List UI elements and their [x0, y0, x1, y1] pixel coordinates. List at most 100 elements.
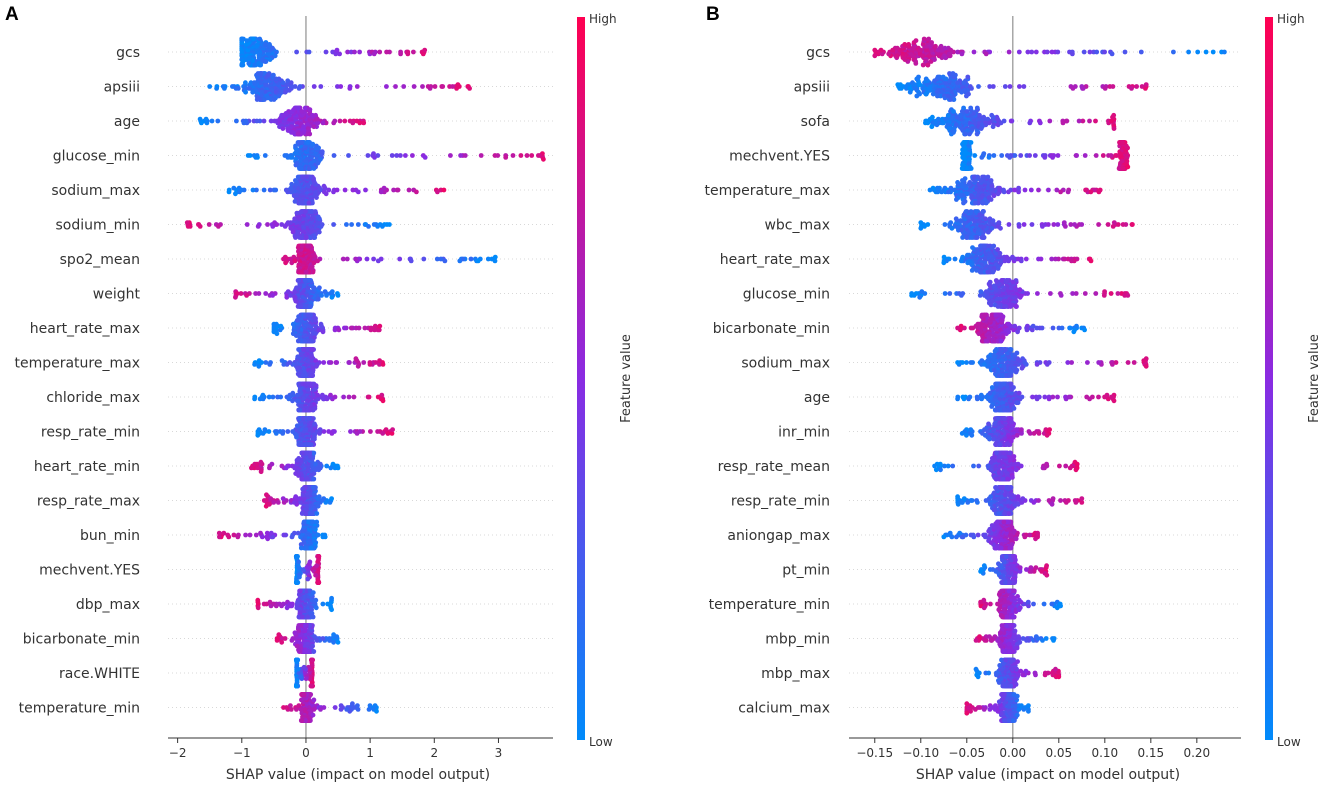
- feature-label: spo2_mean: [60, 252, 140, 268]
- shap-dot: [425, 84, 431, 89]
- shap-dot: [318, 321, 324, 327]
- shap-dot: [335, 293, 341, 298]
- shap-dot: [302, 623, 308, 628]
- panel-a-gridlines: [168, 51, 553, 708]
- shap-dot: [329, 607, 334, 613]
- shap-dot: [990, 124, 996, 130]
- shap-dot: [394, 153, 400, 158]
- shap-dot: [1108, 153, 1114, 158]
- shap-dot: [376, 327, 382, 333]
- shap-dot: [308, 407, 313, 413]
- shap-dot: [933, 43, 938, 49]
- shap-dot: [454, 86, 459, 91]
- shap-dot: [964, 93, 969, 99]
- shap-dot: [1171, 49, 1176, 55]
- shap-dot: [384, 49, 389, 55]
- shap-dot: [334, 47, 340, 53]
- shap-dot: [271, 500, 277, 505]
- shap-dot: [315, 120, 321, 126]
- shap-dot: [363, 187, 368, 193]
- shap-dot: [293, 162, 299, 168]
- shap-dot: [245, 153, 251, 158]
- panel-a: A gcsapsiiiageglucose_minsodium_maxsodiu…: [5, 4, 634, 783]
- shap-dot: [329, 595, 334, 601]
- shap-dot: [351, 705, 357, 710]
- shap-dot: [296, 703, 302, 708]
- shap-dot: [305, 312, 311, 318]
- shap-dot: [280, 126, 286, 131]
- shap-dot: [987, 84, 993, 89]
- feature-label: resp_rate_max: [37, 494, 140, 510]
- shap-dot: [1082, 153, 1088, 158]
- shap-dot: [923, 91, 929, 97]
- shap-dot: [1028, 187, 1034, 193]
- shap-dot: [1055, 153, 1061, 158]
- shap-dot: [529, 153, 535, 158]
- shap-dot: [285, 78, 291, 84]
- shap-dot: [375, 429, 380, 434]
- shap-dot: [214, 86, 220, 91]
- feature-label: glucose_min: [53, 149, 140, 165]
- shap-dot: [216, 530, 222, 536]
- shap-dot: [327, 638, 332, 643]
- shap-dot: [976, 84, 981, 89]
- shap-dot: [872, 47, 878, 53]
- shap-dot: [916, 74, 921, 80]
- shap-dot: [1102, 86, 1108, 91]
- shap-dot: [910, 45, 916, 51]
- shap-dot: [1072, 84, 1078, 89]
- shap-dot: [254, 187, 259, 193]
- shap-dot: [255, 224, 261, 229]
- shap-dot: [336, 327, 342, 333]
- shap-dot: [956, 87, 961, 93]
- shap-dot: [262, 153, 268, 158]
- shap-dot: [510, 153, 516, 158]
- shap-dot: [312, 634, 317, 639]
- shap-dot: [256, 427, 262, 432]
- panel-b-gridlines: [849, 51, 1241, 708]
- shap-dot: [305, 140, 311, 145]
- shap-dot: [298, 674, 303, 680]
- shap-dot: [217, 534, 222, 540]
- panel-a-x-ticks: −2 −1 0 1 2 3: [169, 738, 502, 760]
- shap-dot: [930, 91, 936, 97]
- shap-dot: [267, 501, 272, 507]
- shap-dot: [374, 708, 379, 714]
- shap-dot: [947, 53, 953, 59]
- shap-dot: [331, 153, 337, 158]
- shap-dot: [260, 431, 266, 436]
- shap-dot: [955, 80, 960, 86]
- shap-dot: [314, 363, 319, 369]
- shap-dot: [372, 155, 377, 160]
- shap-dot: [366, 394, 372, 400]
- shap-dot: [272, 118, 278, 124]
- shap-dot: [948, 47, 954, 53]
- shap-dot: [372, 327, 377, 333]
- shap-dot: [328, 465, 334, 471]
- shap-dot: [258, 62, 264, 68]
- shap-dot: [878, 47, 884, 53]
- shap-dot: [254, 461, 260, 467]
- shap-dot: [298, 269, 304, 275]
- shap-dot: [239, 36, 245, 42]
- feature-label: gcs: [116, 45, 140, 61]
- shap-dot: [391, 187, 396, 193]
- shap-dot: [281, 362, 287, 367]
- shap-dot: [258, 530, 263, 536]
- shap-dot: [262, 427, 268, 432]
- feature-label: temperature_max: [14, 356, 140, 372]
- shap-dot: [209, 118, 215, 124]
- shap-dot: [935, 93, 940, 99]
- shap-dot: [1102, 49, 1107, 55]
- shap-dot: [253, 291, 258, 296]
- shap-dot: [432, 84, 438, 89]
- shap-dot: [251, 80, 257, 86]
- shap-dot: [932, 57, 937, 62]
- shap-dot: [260, 392, 266, 398]
- shap-dot: [275, 500, 281, 505]
- shap-dot: [311, 476, 316, 482]
- panel-b-dots: [872, 36, 1227, 723]
- shap-dot: [309, 347, 314, 352]
- shap-dot: [285, 189, 291, 195]
- shap-dot: [316, 327, 322, 333]
